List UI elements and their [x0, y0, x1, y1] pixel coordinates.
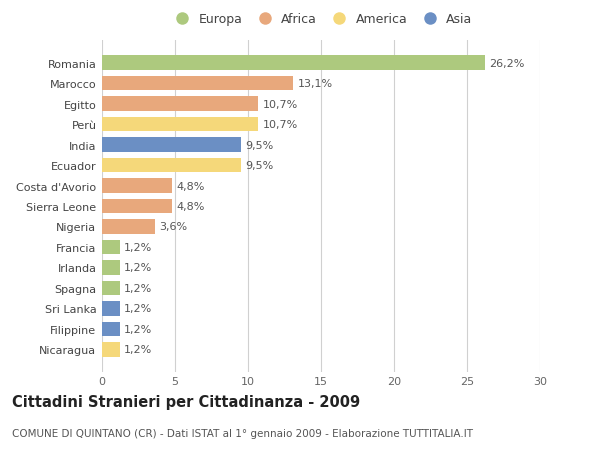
Text: 1,2%: 1,2% [124, 263, 152, 273]
Bar [102, 118, 258, 132]
Bar [102, 302, 119, 316]
Text: 9,5%: 9,5% [245, 140, 274, 150]
Bar [102, 240, 119, 255]
Bar [102, 56, 485, 71]
Bar [102, 77, 293, 91]
Text: 1,2%: 1,2% [124, 304, 152, 314]
Text: 1,2%: 1,2% [124, 345, 152, 355]
Text: 13,1%: 13,1% [298, 79, 333, 89]
Bar [102, 97, 258, 112]
Text: COMUNE DI QUINTANO (CR) - Dati ISTAT al 1° gennaio 2009 - Elaborazione TUTTITALI: COMUNE DI QUINTANO (CR) - Dati ISTAT al … [12, 428, 473, 438]
Bar [102, 322, 119, 336]
Bar [102, 281, 119, 296]
Text: 4,8%: 4,8% [176, 202, 205, 212]
Text: 10,7%: 10,7% [263, 120, 298, 130]
Text: 1,2%: 1,2% [124, 324, 152, 334]
Text: 4,8%: 4,8% [176, 181, 205, 191]
Bar [102, 179, 172, 193]
Bar [102, 342, 119, 357]
Text: 1,2%: 1,2% [124, 283, 152, 293]
Bar [102, 158, 241, 173]
Text: 9,5%: 9,5% [245, 161, 274, 171]
Bar [102, 261, 119, 275]
Text: 26,2%: 26,2% [489, 58, 524, 68]
Text: 10,7%: 10,7% [263, 99, 298, 109]
Text: 3,6%: 3,6% [159, 222, 187, 232]
Bar [102, 138, 241, 152]
Text: Cittadini Stranieri per Cittadinanza - 2009: Cittadini Stranieri per Cittadinanza - 2… [12, 394, 360, 409]
Bar [102, 220, 155, 234]
Text: 1,2%: 1,2% [124, 242, 152, 252]
Legend: Europa, Africa, America, Asia: Europa, Africa, America, Asia [164, 8, 478, 31]
Bar [102, 199, 172, 214]
